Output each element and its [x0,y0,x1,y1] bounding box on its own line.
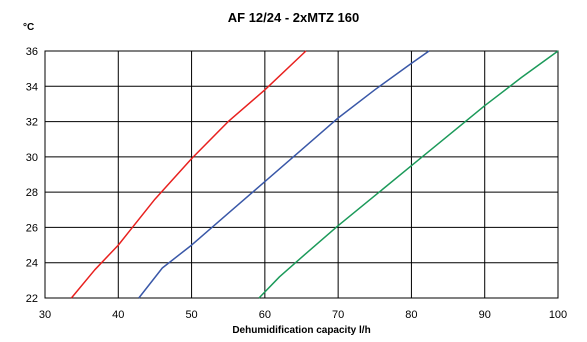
series-lines [70,50,559,299]
x-tick-label: 80 [405,309,417,321]
y-tick-label: 30 [26,152,38,164]
series-line-2 [138,50,430,299]
series-line-1 [70,50,307,299]
x-tick-label: 30 [39,309,51,321]
y-tick-label: 22 [26,293,38,305]
y-tick-label: 34 [26,81,38,93]
grid-lines [44,50,559,299]
y-axis-unit: °C [23,22,35,33]
x-tick-label: 90 [479,309,491,321]
tick-labels: 30 40 50 60 70 80 90 100 22 24 26 28 30 32 34 36 [26,46,567,321]
plot-frame [44,50,559,299]
y-tick-label: 26 [26,222,38,234]
y-tick-label: 28 [26,187,38,199]
y-tick-label: 36 [26,46,38,58]
series-line-3 [258,50,559,299]
y-tick-label: 32 [26,117,38,129]
x-tick-label: 50 [185,309,197,321]
x-axis-label: Dehumidification capacity l/h [232,325,371,336]
x-tick-label: 70 [332,309,344,321]
x-tick-label: 40 [112,309,124,321]
x-tick-label: 60 [259,309,271,321]
x-tick-label: 100 [549,309,567,321]
chart-title: AF 12/24 - 2xMTZ 160 [227,10,360,25]
y-tick-label: 24 [26,258,38,270]
